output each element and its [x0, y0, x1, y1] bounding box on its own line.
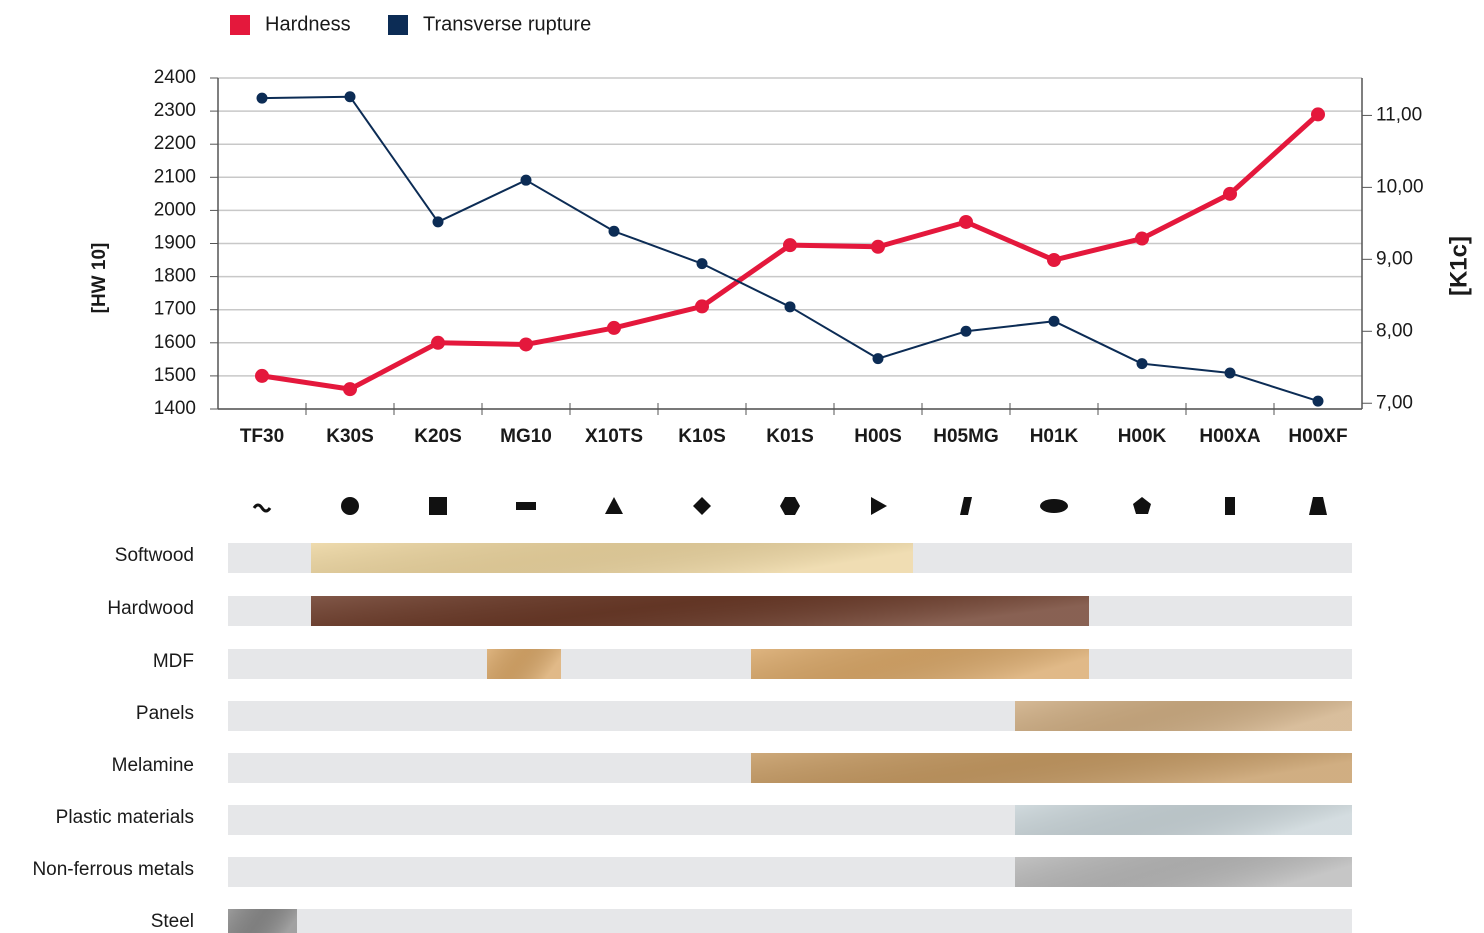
- x-tick-label: K20S: [414, 426, 462, 447]
- point: [519, 337, 533, 352]
- y-tick-label: 2200: [154, 133, 196, 154]
- point: [872, 353, 884, 365]
- x-tick-label: K01S: [766, 426, 814, 447]
- symbol: [516, 502, 536, 510]
- y-tick-label: 1400: [154, 398, 196, 419]
- x-tick-label: H00S: [854, 426, 902, 447]
- y-axis-label: [HW 10]: [89, 243, 110, 314]
- y-tick-label: 1600: [154, 332, 196, 353]
- material-label: Melamine: [112, 755, 194, 776]
- symbol: [960, 497, 972, 515]
- point: [1048, 315, 1060, 327]
- x-tick-label: H05MG: [933, 426, 998, 447]
- symbol: [1040, 499, 1068, 513]
- x-tick-label: MG10: [500, 426, 552, 447]
- point: [696, 258, 708, 270]
- symbol: [252, 503, 272, 513]
- material-label: Non-ferrous metals: [32, 859, 194, 880]
- material-texture: [311, 543, 913, 573]
- x-tick-label: TF30: [240, 426, 284, 447]
- point: [784, 301, 796, 313]
- material-label: Hardwood: [107, 598, 194, 619]
- material-label: MDF: [153, 651, 194, 672]
- point: [344, 91, 356, 103]
- symbol: [693, 497, 711, 515]
- legend-label: Transverse rupture: [423, 13, 591, 35]
- y-tick-label: 1700: [154, 299, 196, 320]
- material-label: Panels: [136, 703, 194, 724]
- y-tick-label: 2400: [154, 67, 196, 88]
- material-texture: [1015, 805, 1352, 835]
- legend-swatch: [388, 15, 408, 35]
- point: [959, 214, 973, 229]
- y2-tick-label: 9,00: [1376, 248, 1413, 269]
- x-tick-label: H01K: [1030, 426, 1079, 447]
- y-tick-label: 2000: [154, 199, 196, 220]
- material-texture: [487, 649, 561, 679]
- material-texture: [1015, 857, 1352, 887]
- x-tick-label: H00XF: [1288, 426, 1347, 447]
- point: [255, 368, 269, 383]
- point: [1135, 231, 1149, 246]
- y2-axis-label: [K1c]: [1445, 236, 1472, 296]
- point: [783, 238, 797, 253]
- x-tick-label: H00XA: [1199, 426, 1261, 447]
- symbol: [341, 497, 359, 515]
- y-tick-label: 2300: [154, 100, 196, 121]
- x-tick-label: X10TS: [585, 426, 643, 447]
- symbol: [1309, 497, 1327, 515]
- y-tick-label: 1800: [154, 266, 196, 287]
- x-tick-label: K10S: [678, 426, 726, 447]
- symbol: [1133, 497, 1151, 514]
- y-tick-label: 1900: [154, 233, 196, 254]
- point: [432, 216, 444, 228]
- y2-tick-label: 11,00: [1376, 104, 1422, 125]
- y2-tick-label: 10,00: [1376, 176, 1424, 197]
- y-tick-label: 2100: [154, 166, 196, 187]
- point: [695, 299, 709, 314]
- symbol: [605, 497, 623, 514]
- material-label: Softwood: [115, 545, 194, 566]
- point: [608, 225, 620, 237]
- symbol: [1225, 497, 1235, 515]
- legend-swatch: [230, 15, 250, 35]
- symbol: [780, 497, 800, 515]
- x-tick-label: H00K: [1118, 426, 1167, 447]
- material-label: Plastic materials: [56, 807, 194, 828]
- material-track: [228, 909, 1352, 933]
- point: [960, 325, 972, 337]
- point: [1224, 367, 1236, 379]
- material-texture: [751, 753, 1352, 783]
- point: [871, 239, 885, 254]
- point: [607, 320, 621, 335]
- point: [1312, 395, 1324, 407]
- point: [520, 174, 532, 186]
- point: [1311, 107, 1325, 122]
- point: [256, 92, 268, 104]
- material-texture: [1015, 701, 1352, 731]
- y-tick-label: 1500: [154, 365, 196, 386]
- y2-tick-label: 7,00: [1376, 392, 1413, 413]
- point: [1136, 358, 1148, 370]
- material-texture: [751, 649, 1089, 679]
- material-label: Steel: [151, 911, 194, 932]
- point: [1223, 186, 1237, 201]
- y2-tick-label: 8,00: [1376, 320, 1413, 341]
- legend-label: Hardness: [265, 13, 351, 35]
- point: [343, 382, 357, 397]
- material-texture: [228, 909, 297, 933]
- symbol: [429, 497, 447, 515]
- point: [1047, 253, 1061, 268]
- material-texture: [311, 596, 1089, 626]
- point: [431, 335, 445, 350]
- symbol: [871, 497, 887, 515]
- x-tick-label: K30S: [326, 426, 374, 447]
